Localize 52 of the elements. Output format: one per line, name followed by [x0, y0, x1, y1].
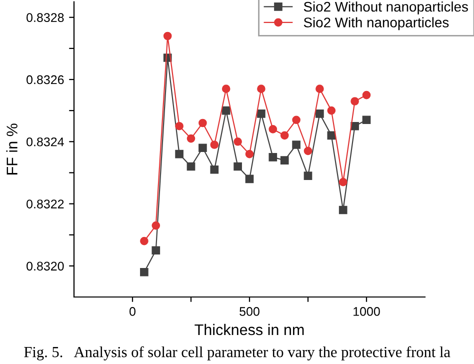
- legend-label: Sio2 Without nanoparticles: [304, 1, 468, 14]
- point: [292, 140, 300, 149]
- point: [186, 134, 196, 143]
- point: [198, 144, 207, 152]
- point: [210, 140, 219, 149]
- point: [152, 246, 160, 255]
- point: [268, 125, 278, 134]
- point: [186, 162, 196, 171]
- y-tick-label: 0.8326: [26, 75, 64, 84]
- point: [280, 131, 289, 140]
- point: [245, 174, 254, 184]
- point: [234, 162, 242, 171]
- point: [327, 106, 336, 115]
- point: [338, 178, 348, 186]
- point: [280, 156, 289, 164]
- point: [327, 131, 336, 140]
- point: [362, 90, 371, 100]
- point: [222, 106, 230, 115]
- point: [140, 268, 148, 276]
- point: [140, 236, 148, 246]
- point: [350, 97, 359, 106]
- point: [234, 137, 242, 146]
- point: [268, 153, 278, 162]
- point: [304, 146, 312, 156]
- point: [222, 84, 230, 93]
- legend-label: Sio2 With nanoparticles: [304, 17, 449, 30]
- point: [175, 122, 184, 130]
- point: [245, 150, 254, 158]
- x-tick-label: 500: [240, 307, 260, 316]
- point: [257, 110, 266, 118]
- point: [257, 84, 266, 93]
- point: [292, 116, 300, 124]
- point: [316, 110, 324, 118]
- point: [304, 172, 312, 180]
- x-tick-label: 1000: [354, 307, 380, 316]
- point: [362, 116, 371, 124]
- caption: Fig. 5. Analysis of solar cell parameter to vary the protective front la: [24, 346, 450, 360]
- y-tick-label: 0.8328: [26, 13, 64, 22]
- point: [316, 84, 324, 93]
- y-tick-label: 0.8324: [26, 137, 64, 146]
- x-tick-label: 0: [130, 307, 136, 316]
- point: [152, 221, 160, 230]
- point: [338, 206, 348, 214]
- point: [163, 32, 172, 40]
- y-axis-title: FF in %: [6, 124, 18, 174]
- y-tick-label: 0.8322: [26, 200, 64, 208]
- point: [210, 165, 219, 174]
- y-tick-label: 0.8320: [26, 262, 64, 271]
- point: [175, 150, 184, 158]
- x-axis-title: Thickness in nm: [194, 324, 304, 336]
- point: [350, 122, 359, 130]
- point: [198, 118, 207, 128]
